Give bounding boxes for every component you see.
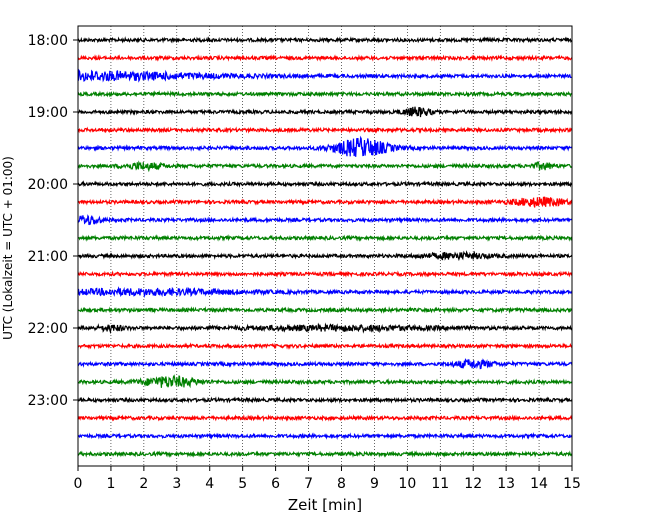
x-tick-label-14: 14: [530, 476, 548, 492]
trace-2215: [77, 342, 573, 350]
x-tick-label-8: 8: [337, 476, 346, 492]
y-tick-label-2300: 23:00: [28, 393, 68, 409]
x-tick-label-12: 12: [464, 476, 482, 492]
trace-1830: [77, 68, 573, 83]
trace-1815: [77, 54, 573, 62]
x-tick-label-15: 15: [563, 476, 581, 492]
x-tick-label-6: 6: [271, 476, 280, 492]
trace-1845: [77, 90, 573, 98]
x-tick-label-4: 4: [205, 476, 214, 492]
x-axis-ticks: 0 1 2 3 4 5 6 7 8 9 10 11 12 13 14 15: [74, 466, 581, 492]
seismic-traces: [77, 36, 573, 458]
trace-2245: [77, 374, 573, 389]
trace-1915: [77, 126, 573, 134]
y-tick-label-2200: 22:00: [28, 321, 68, 337]
x-tick-label-2: 2: [139, 476, 148, 492]
trace-2200: [77, 322, 573, 335]
trace-2130: [77, 286, 573, 299]
x-tick-label-11: 11: [431, 476, 449, 492]
trace-2030: [77, 214, 573, 226]
trace-1930: [77, 135, 573, 157]
y-tick-label-2000: 20:00: [28, 177, 68, 193]
trace-2045: [77, 234, 573, 242]
x-tick-label-3: 3: [172, 476, 181, 492]
trace-2145: [77, 306, 573, 314]
x-tick-label-10: 10: [398, 476, 416, 492]
trace-1800: [77, 36, 573, 44]
trace-1900: [77, 106, 573, 118]
y-tick-label-2100: 21:00: [28, 249, 68, 265]
y-tick-label-1900: 19:00: [28, 105, 68, 121]
trace-2000: [77, 180, 573, 188]
x-tick-label-9: 9: [370, 476, 379, 492]
x-tick-label-1: 1: [106, 476, 115, 492]
plot-frame: [77, 25, 573, 467]
y-axis-ticks: 18:00 19:00 20:00 21:00 22:00 23:00: [28, 33, 78, 409]
trace-2330: [77, 432, 573, 440]
trace-2230: [77, 358, 573, 370]
trace-2300: [77, 396, 573, 404]
trace-2345: [77, 450, 573, 458]
x-axis-label: Zeit [min]: [288, 496, 362, 514]
x-tick-label-0: 0: [74, 476, 83, 492]
trace-2015: [77, 196, 573, 208]
y-tick-label-1800: 18:00: [28, 33, 68, 49]
vertical-grid: [110, 26, 540, 466]
trace-2315: [77, 414, 573, 422]
trace-2100: [77, 250, 573, 262]
x-tick-label-5: 5: [238, 476, 247, 492]
trace-2115: [77, 270, 573, 278]
x-tick-label-13: 13: [497, 476, 515, 492]
y-axis-label: UTC (Lokalzeit = UTC + 01:00): [1, 156, 15, 340]
trace-1945: [77, 160, 573, 173]
x-tick-label-7: 7: [304, 476, 313, 492]
